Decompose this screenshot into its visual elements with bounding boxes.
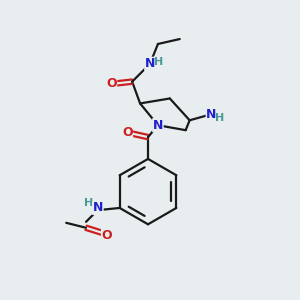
- Text: H: H: [215, 113, 224, 123]
- Text: H: H: [84, 198, 94, 208]
- Text: N: N: [153, 119, 163, 132]
- Text: N: N: [93, 202, 103, 214]
- Text: H: H: [154, 57, 164, 67]
- Text: N: N: [206, 108, 217, 121]
- Text: N: N: [145, 57, 155, 70]
- Text: O: O: [106, 77, 117, 90]
- Text: O: O: [122, 126, 133, 139]
- Text: O: O: [101, 229, 112, 242]
